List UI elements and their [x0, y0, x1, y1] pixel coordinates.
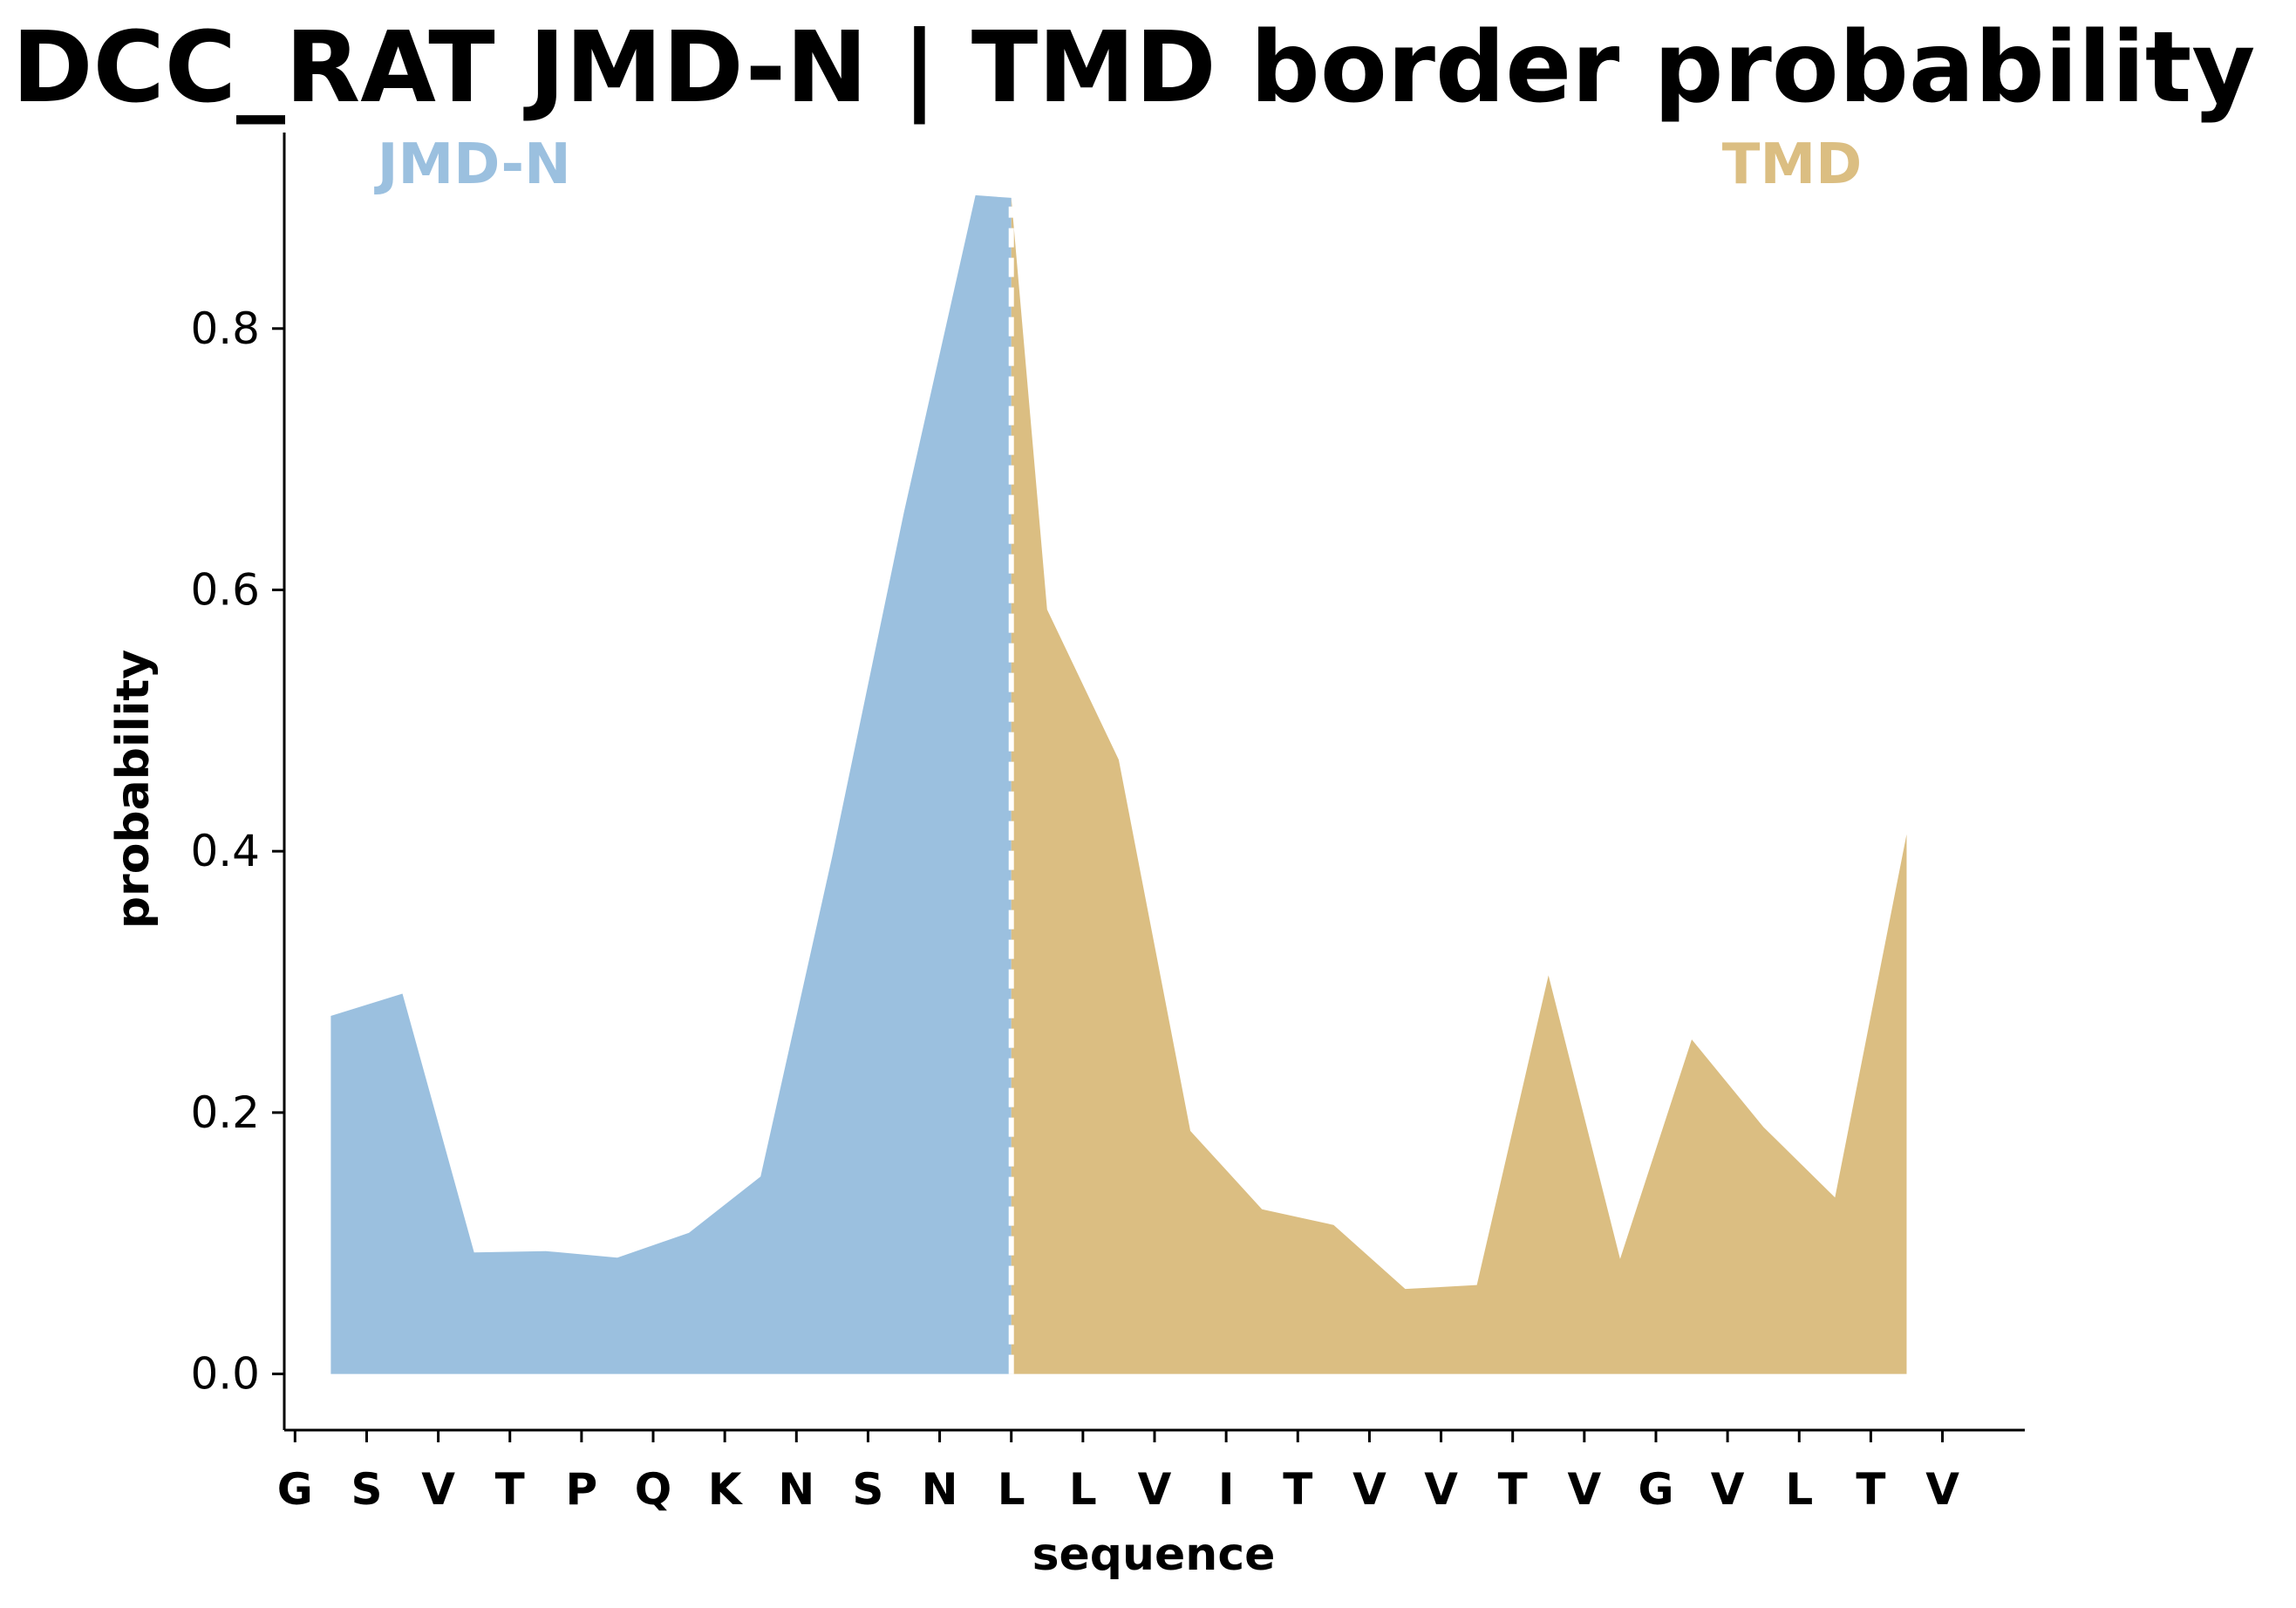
x-tick-label: L [1069, 1464, 1097, 1515]
area-tmd [1011, 197, 1907, 1374]
x-tick-label: I [1218, 1464, 1235, 1515]
x-tick-label: S [351, 1464, 382, 1515]
x-tick-label: T [1283, 1464, 1312, 1515]
x-tick-label: G [277, 1464, 313, 1515]
x-tick-label: V [1352, 1464, 1386, 1515]
x-tick-label: G [1638, 1464, 1673, 1515]
y-tick-label: 0.4 [190, 826, 260, 876]
chart-title: DCC_RAT JMD-N | TMD border probability [12, 11, 2256, 125]
x-tick-label: L [1785, 1464, 1813, 1515]
x-tick-label: N [778, 1464, 814, 1515]
x-axis-label: sequence [1032, 1529, 1276, 1581]
x-tick-label: V [1424, 1464, 1458, 1515]
x-tick-label: V [1138, 1464, 1172, 1515]
x-tick-label: K [708, 1464, 744, 1515]
y-axis-label: probability [107, 650, 160, 929]
x-tick-label: Q [635, 1464, 672, 1515]
x-tick-label: T [1498, 1464, 1528, 1515]
region-label-tmd: TMD [1722, 133, 1862, 197]
x-tick-label: V [421, 1464, 455, 1515]
y-tick-label: 0.6 [190, 564, 260, 615]
area-jmd-n [330, 194, 1012, 1374]
y-tick-label: 0.8 [190, 303, 260, 354]
region-label-jmd-n: JMD-N [374, 133, 571, 197]
x-tick-label: V [1567, 1464, 1601, 1515]
x-tick-label: V [1711, 1464, 1745, 1515]
x-tick-label: P [566, 1464, 598, 1515]
y-tick-label: 0.0 [190, 1349, 260, 1400]
y-ticks: 0.0 0.2 0.4 0.6 0.8 [190, 303, 284, 1400]
area-fills [330, 194, 1907, 1374]
x-tick-label: V [1925, 1464, 1959, 1515]
x-tick-label: N [922, 1464, 958, 1515]
x-tick-label: L [998, 1464, 1025, 1515]
x-tick-label: S [852, 1464, 883, 1515]
y-tick-label: 0.2 [190, 1087, 260, 1138]
x-tick-label: T [1856, 1464, 1885, 1515]
x-tick-label: T [495, 1464, 525, 1515]
